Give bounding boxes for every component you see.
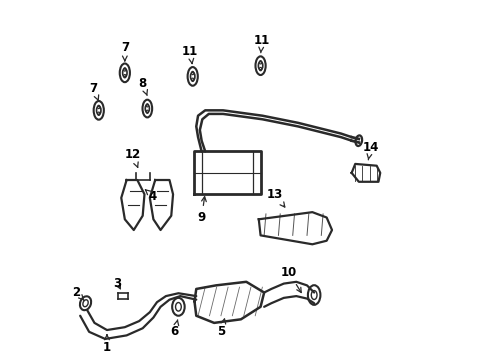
Text: 10: 10	[281, 266, 301, 293]
Text: 9: 9	[197, 197, 206, 224]
Text: 7: 7	[121, 41, 129, 61]
Text: 6: 6	[170, 320, 179, 338]
Text: 1: 1	[102, 335, 111, 354]
Text: 3: 3	[113, 277, 122, 290]
Text: 5: 5	[217, 319, 225, 338]
Text: 14: 14	[362, 141, 378, 160]
Text: 11: 11	[253, 34, 269, 53]
Text: 4: 4	[145, 190, 157, 203]
Text: 2: 2	[72, 286, 83, 300]
Text: 7: 7	[89, 82, 99, 101]
Text: 8: 8	[138, 77, 147, 95]
Text: 11: 11	[182, 45, 198, 64]
Text: 12: 12	[124, 148, 141, 167]
Text: 13: 13	[266, 188, 284, 207]
